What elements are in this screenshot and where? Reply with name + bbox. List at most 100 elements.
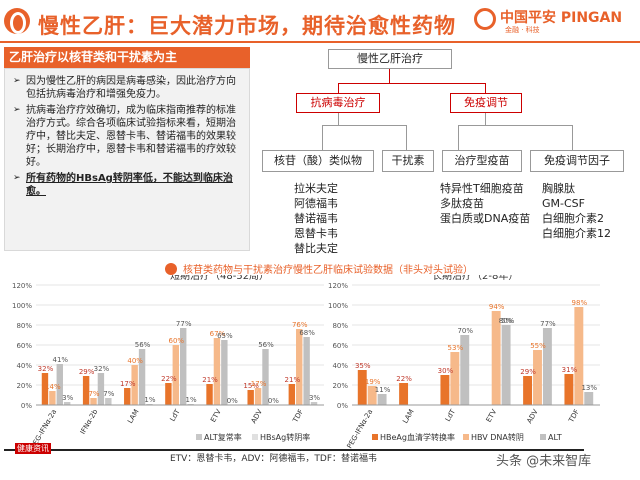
data-label: 5% — [501, 317, 512, 325]
data-label: 7% — [103, 390, 114, 398]
chart-title: 长期治疗（2-8年） — [432, 275, 518, 282]
bullet-item: ➢ 因为慢性乙肝的病因是病毒感染，因此治疗方向包括抗病毒治疗和增强免疫力。 — [11, 75, 243, 101]
watermark-text: 头条 @未来智库 — [496, 454, 592, 469]
bar — [501, 325, 511, 405]
data-label: 65% — [217, 332, 233, 340]
x-tick-label: LAM — [401, 408, 415, 425]
data-label: 55% — [530, 342, 546, 350]
y-tick-label: 40% — [16, 362, 32, 370]
y-tick-label: 120% — [12, 282, 32, 290]
x-tick-label: LAM — [126, 408, 140, 425]
bullet-arrow-icon: ➢ — [13, 105, 21, 115]
pingan-logo-icon — [474, 8, 496, 30]
legend-swatch — [372, 434, 378, 440]
bar — [254, 388, 262, 405]
data-label: 21% — [202, 376, 218, 384]
data-label: 19% — [365, 378, 381, 386]
bar — [138, 349, 146, 405]
bullet-item: ➢ 所有药物的HBsAg转阴率低，不能达到临床治愈。 — [11, 172, 243, 198]
chart-title: 短期治疗（48-52周） — [170, 275, 269, 282]
y-tick-label: 20% — [332, 382, 348, 390]
charts-svg: 短期治疗（48-52周） 0% 20% 40% 60% 80% 100% 120% 32% 14%… — [12, 275, 600, 450]
bullet-arrow-icon: ➢ — [13, 173, 21, 183]
legend-label: HBV DNA转阴 — [471, 432, 524, 442]
bar — [296, 329, 303, 405]
data-label: 98% — [572, 299, 588, 307]
data-label: 0% — [268, 397, 279, 405]
data-label: 17% — [251, 380, 267, 388]
data-label: 56% — [135, 341, 151, 349]
x-tick-label: ETV — [209, 408, 223, 424]
bullet-text: 所有药物的HBsAg转阴率低，不能达到临床治愈。 — [26, 173, 233, 197]
data-label: 1% — [186, 396, 197, 404]
legend-swatch — [463, 434, 469, 440]
bullet-list: ➢ 因为慢性乙肝的病因是病毒感染，因此治疗方向包括抗病毒治疗和增强免疫力。 ➢ 抗病… — [11, 75, 243, 198]
bar — [523, 376, 533, 405]
drug-name: 白细胞介素12 — [542, 227, 611, 240]
data-label: 3% — [309, 394, 320, 402]
data-label: 30% — [438, 367, 454, 375]
tree-connector — [338, 83, 339, 93]
bar — [533, 350, 542, 405]
bar — [56, 364, 63, 405]
bar — [124, 388, 131, 405]
bar — [310, 402, 318, 405]
y-tick-label: 100% — [328, 302, 348, 310]
legend-swatch — [196, 434, 202, 440]
bar — [172, 345, 179, 405]
drug-name: 胸腺肽 — [542, 182, 575, 195]
header-divider — [0, 41, 640, 43]
drug-list-immune: 胸腺肽 GM-CSF 白细胞介素2 白细胞介素12 — [542, 181, 611, 241]
data-label: 40% — [127, 357, 143, 365]
data-label: 41% — [52, 356, 68, 364]
tree-leaf-nucleoside: 核苷（酸）类似物 — [262, 150, 374, 172]
tree-connector — [572, 125, 573, 150]
data-label: 29% — [79, 368, 95, 376]
footer-abbreviation-note: ETV：恩替卡韦，ADV：阿德福韦，TDF：替诺福韦 — [170, 454, 378, 464]
bar — [491, 311, 501, 405]
bar — [41, 373, 49, 405]
x-tick-label: TDF — [567, 408, 581, 425]
bar — [247, 390, 254, 405]
data-label: 68% — [299, 329, 315, 337]
left-panel-heading: 乙肝治疗以核苷类和干扰素为主 — [4, 47, 250, 68]
data-label: 1% — [144, 396, 155, 404]
bullet-text: 抗病毒治疗疗效确切，成为临床指南推荐的标准治疗方式。综合各项临床试验指标来看，短… — [26, 105, 236, 168]
y-tick-label: 20% — [16, 382, 32, 390]
data-label: 31% — [562, 366, 578, 374]
bar — [440, 375, 450, 405]
drug-name: 替比夫定 — [294, 242, 338, 255]
y-tick-label: 60% — [332, 342, 348, 350]
data-label: 76% — [292, 321, 308, 329]
drug-name: 替诺福韦 — [294, 212, 338, 225]
data-label: 0% — [227, 397, 238, 405]
tree-connector — [458, 125, 572, 126]
tree-connector — [322, 125, 406, 126]
bar — [574, 307, 584, 405]
data-label: 77% — [540, 320, 556, 328]
drug-name: GM-CSF — [542, 197, 585, 210]
y-tick-label: 80% — [16, 322, 32, 330]
page-title: 慢性乙肝：巨大潜力市场，期待治愈性药物 — [38, 14, 456, 38]
chart-area: 短期治疗（48-52周） 0% 20% 40% 60% 80% 100% 120% 32% 14%… — [0, 275, 640, 450]
x-tick-label: IFNα-2b — [79, 408, 100, 436]
drug-name: 阿德福韦 — [294, 197, 338, 210]
tree-node-antiviral: 抗病毒治疗 — [296, 93, 380, 113]
drug-name: 特异性T细胞疫苗 — [440, 182, 524, 195]
tree-connector — [485, 83, 486, 93]
tree-connector — [485, 113, 486, 125]
bar — [90, 398, 97, 405]
bar — [288, 384, 296, 405]
y-tick-label: 60% — [16, 342, 32, 350]
tree-connector — [338, 113, 339, 125]
x-tick-label: PEG-IFNα-2a — [346, 408, 375, 450]
tree-leaf-interferon: 干扰素 — [382, 150, 434, 172]
brand-logo-subtitle: 金融 · 科技 — [505, 26, 540, 34]
data-label: 29% — [520, 368, 536, 376]
bar — [584, 392, 594, 405]
legend-label: HBeAg血清学转换率 — [380, 432, 455, 442]
bullet-item: ➢ 抗病毒治疗疗效确切，成为临床指南推荐的标准治疗方式。综合各项临床试验指标来看，… — [11, 104, 243, 169]
drug-name: 白细胞介素2 — [542, 212, 604, 225]
data-label: 3% — [62, 394, 73, 402]
bar — [357, 370, 367, 405]
